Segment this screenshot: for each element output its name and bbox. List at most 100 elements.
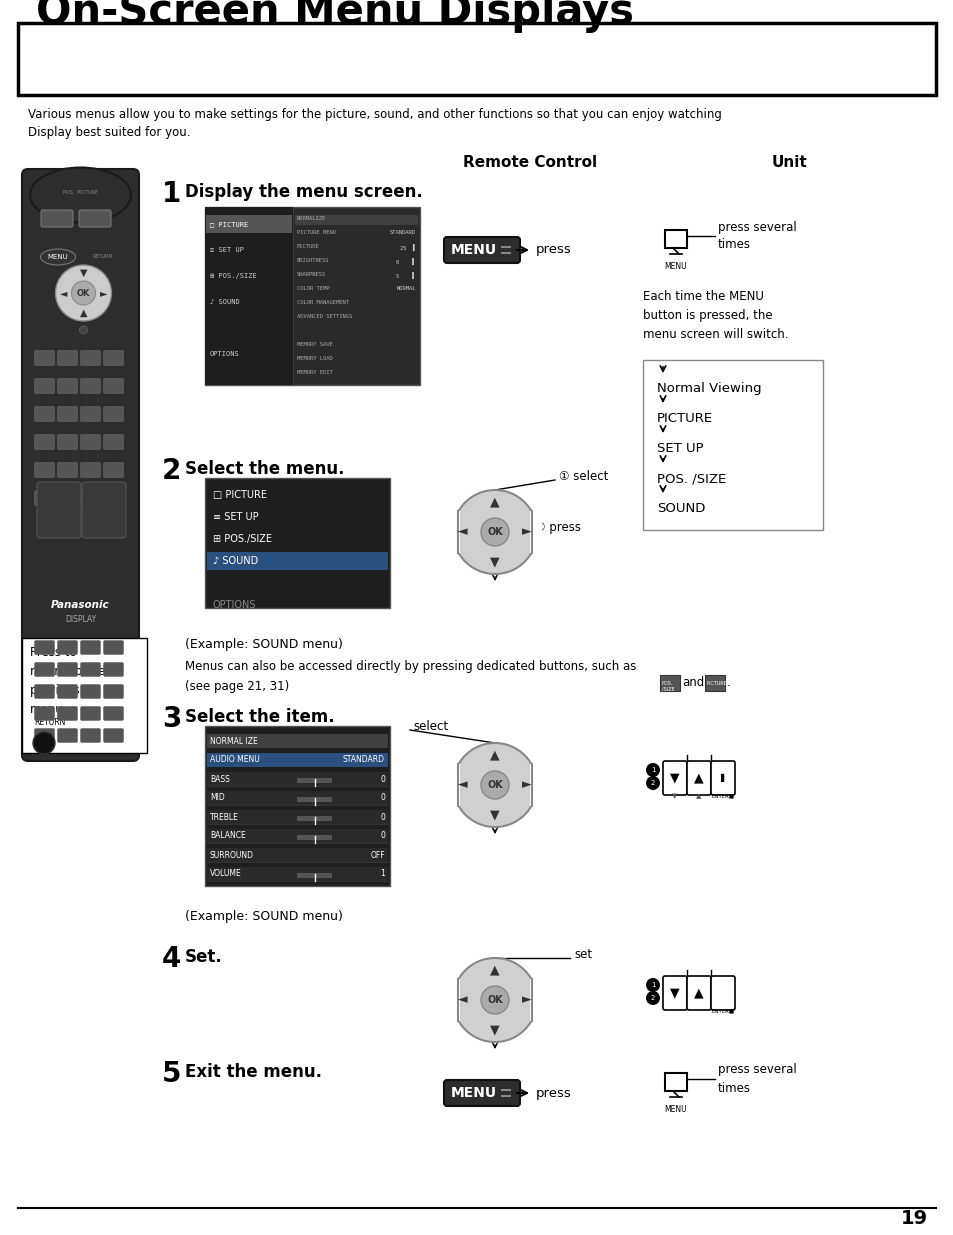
Text: OPTIONS: OPTIONS <box>213 600 256 610</box>
Text: BRIGHTNESS: BRIGHTNESS <box>296 258 329 263</box>
Text: 1: 1 <box>650 767 655 773</box>
FancyBboxPatch shape <box>57 729 77 742</box>
Circle shape <box>480 771 509 799</box>
Text: 4: 4 <box>162 945 181 973</box>
Bar <box>530 764 541 806</box>
FancyBboxPatch shape <box>710 976 734 1010</box>
Text: OPTIONS: OPTIONS <box>210 351 239 357</box>
Text: PICTURE: PICTURE <box>706 680 727 685</box>
Text: ENTER■: ENTER■ <box>711 1008 734 1013</box>
Text: ⊞ POS./SIZE: ⊞ POS./SIZE <box>213 534 272 543</box>
Text: 19: 19 <box>900 1209 927 1228</box>
Text: press: press <box>536 1087 571 1099</box>
FancyBboxPatch shape <box>57 378 77 394</box>
FancyBboxPatch shape <box>79 210 111 227</box>
Text: and: and <box>681 677 703 689</box>
Text: ▼: ▼ <box>672 793 677 799</box>
Text: Unit: Unit <box>771 156 807 170</box>
FancyBboxPatch shape <box>710 761 734 795</box>
Bar <box>205 726 390 885</box>
FancyBboxPatch shape <box>80 490 100 505</box>
Text: ▲: ▲ <box>490 495 499 509</box>
FancyBboxPatch shape <box>34 378 54 394</box>
FancyBboxPatch shape <box>103 641 123 655</box>
Text: 0: 0 <box>379 831 385 841</box>
Text: OK: OK <box>77 289 91 298</box>
Text: ▲: ▲ <box>80 308 87 317</box>
Text: RETURN: RETURN <box>92 254 113 259</box>
Text: Each time the MENU
button is pressed, the
menu screen will switch.: Each time the MENU button is pressed, th… <box>642 290 788 341</box>
Text: ≡ SET UP: ≡ SET UP <box>213 513 258 522</box>
Text: ▲: ▲ <box>490 748 499 762</box>
Bar <box>448 764 459 806</box>
Bar <box>207 772 388 785</box>
FancyBboxPatch shape <box>103 729 123 742</box>
Bar <box>207 829 388 844</box>
Text: ADVANCED SETTINGS: ADVANCED SETTINGS <box>296 315 352 320</box>
Text: AUDIO MENU: AUDIO MENU <box>210 756 259 764</box>
Text: MEMORY LOAD: MEMORY LOAD <box>296 357 333 362</box>
Text: 5: 5 <box>162 1060 181 1088</box>
Text: 0    ▌: 0 ▌ <box>396 257 416 264</box>
FancyBboxPatch shape <box>34 351 54 366</box>
Text: ▲: ▲ <box>694 772 703 784</box>
Text: ENTER■: ENTER■ <box>711 793 734 798</box>
Text: (Example: SOUND menu): (Example: SOUND menu) <box>185 910 342 923</box>
Text: OFF: OFF <box>370 851 385 860</box>
Bar <box>207 734 388 748</box>
FancyBboxPatch shape <box>80 729 100 742</box>
Text: PICTURE MENU: PICTURE MENU <box>296 231 335 236</box>
Circle shape <box>480 986 509 1014</box>
Text: ►: ► <box>100 288 107 298</box>
FancyBboxPatch shape <box>34 435 54 450</box>
Text: ▼: ▼ <box>490 1024 499 1036</box>
Text: ▼: ▼ <box>490 809 499 821</box>
FancyBboxPatch shape <box>443 1079 519 1107</box>
FancyBboxPatch shape <box>34 729 54 742</box>
FancyBboxPatch shape <box>57 706 77 720</box>
FancyBboxPatch shape <box>80 706 100 720</box>
FancyBboxPatch shape <box>80 435 100 450</box>
Circle shape <box>33 732 55 755</box>
Bar <box>704 676 724 692</box>
Text: COLOR MANAGEMENT: COLOR MANAGEMENT <box>296 300 349 305</box>
Text: ►: ► <box>521 778 531 792</box>
Text: PICTURE: PICTURE <box>296 245 319 249</box>
FancyBboxPatch shape <box>34 706 54 720</box>
FancyBboxPatch shape <box>80 462 100 478</box>
FancyBboxPatch shape <box>103 435 123 450</box>
Text: (Example: SOUND menu): (Example: SOUND menu) <box>185 638 342 651</box>
Text: OK: OK <box>487 527 502 537</box>
Text: 2: 2 <box>650 995 655 1002</box>
Text: ② press: ② press <box>535 520 580 534</box>
Text: ≡ SET UP: ≡ SET UP <box>210 247 244 253</box>
Text: POS.
/SIZE: POS. /SIZE <box>661 680 674 692</box>
Bar <box>296 816 332 821</box>
Text: BALANCE: BALANCE <box>210 831 246 841</box>
Text: 2: 2 <box>162 457 181 485</box>
FancyBboxPatch shape <box>57 641 77 655</box>
FancyBboxPatch shape <box>443 237 519 263</box>
Text: Menus can also be accessed directly by pressing dedicated buttons, such as: Menus can also be accessed directly by p… <box>185 659 636 673</box>
Text: PICTURE: PICTURE <box>657 412 713 425</box>
Bar <box>296 835 332 840</box>
FancyBboxPatch shape <box>34 406 54 421</box>
Text: ♪ SOUND: ♪ SOUND <box>213 556 258 566</box>
Text: MEMORY EDIT: MEMORY EDIT <box>296 370 333 375</box>
FancyBboxPatch shape <box>22 169 139 761</box>
Circle shape <box>645 978 659 992</box>
Bar <box>530 511 541 553</box>
Text: ►: ► <box>521 993 531 1007</box>
Text: COLOR TEMP: COLOR TEMP <box>296 287 329 291</box>
FancyBboxPatch shape <box>662 761 686 795</box>
Circle shape <box>55 266 112 321</box>
Circle shape <box>79 326 88 333</box>
FancyBboxPatch shape <box>57 462 77 478</box>
FancyBboxPatch shape <box>80 351 100 366</box>
Text: VOLUME: VOLUME <box>210 869 241 878</box>
Bar <box>207 810 388 824</box>
Text: □ PICTURE: □ PICTURE <box>213 490 267 500</box>
Circle shape <box>645 776 659 790</box>
Text: Select the menu.: Select the menu. <box>185 459 344 478</box>
Text: Remote Control: Remote Control <box>462 156 597 170</box>
